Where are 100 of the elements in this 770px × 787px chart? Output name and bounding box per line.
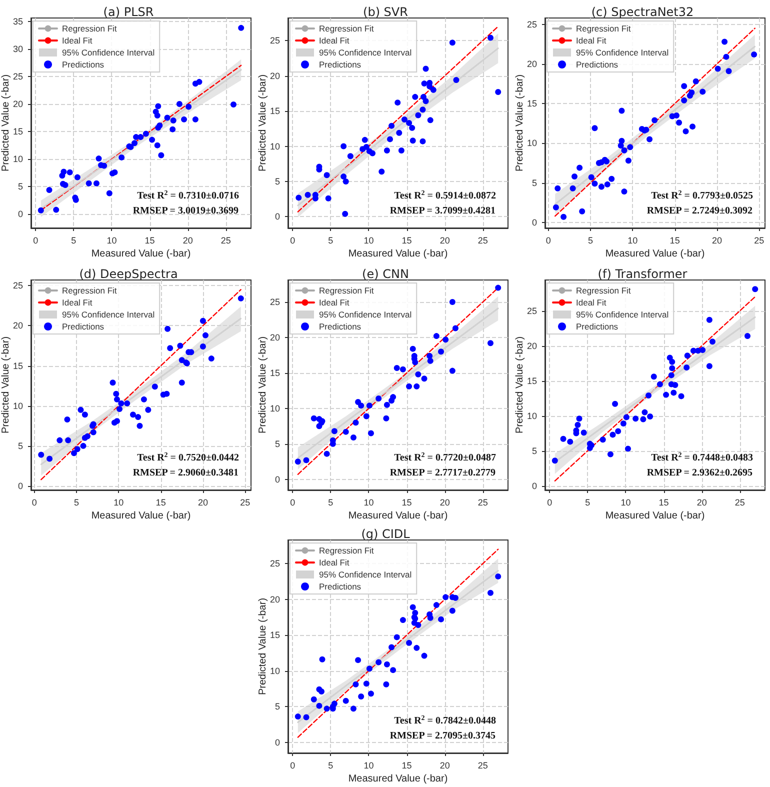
point: [384, 147, 390, 154]
point: [576, 416, 582, 422]
point: [598, 184, 604, 190]
point: [331, 700, 338, 707]
point: [70, 450, 77, 456]
point: [438, 348, 444, 355]
point: [164, 326, 171, 332]
legend-label: 95% Confidence Interval: [319, 570, 412, 580]
point: [415, 112, 422, 118]
point: [350, 434, 356, 440]
x-tick-label: 0: [546, 236, 551, 246]
y-tick-label: 30: [12, 44, 23, 54]
annotation: RMSEP = 2.9060±0.3481: [132, 468, 238, 478]
point: [642, 409, 648, 416]
point: [296, 194, 302, 201]
point: [152, 384, 158, 390]
x-tick-label: 20: [712, 236, 722, 246]
point: [62, 182, 68, 188]
y-tick-label: 20: [270, 332, 280, 342]
point: [579, 208, 586, 214]
point: [342, 428, 349, 435]
y-tick-label: 10: [270, 666, 280, 676]
x-tick-label: 5: [74, 498, 80, 508]
point: [652, 117, 658, 124]
point: [138, 134, 144, 140]
point: [396, 130, 402, 136]
y-axis-title: Predicted Value (-bar): [514, 74, 526, 172]
point: [722, 38, 728, 45]
point: [394, 634, 400, 640]
point: [342, 698, 349, 704]
point: [427, 117, 434, 124]
point: [663, 392, 670, 398]
point: [78, 406, 84, 413]
point: [340, 143, 347, 150]
point: [324, 450, 330, 457]
point: [140, 396, 147, 402]
point: [53, 206, 60, 213]
point: [433, 333, 440, 340]
y-tick-label: 25: [526, 306, 537, 316]
y-tick-label: 5: [18, 182, 23, 192]
point: [136, 422, 143, 429]
point: [554, 185, 561, 192]
point: [74, 174, 80, 180]
point: [145, 406, 152, 413]
point: [682, 128, 689, 134]
point: [294, 714, 301, 720]
point: [726, 68, 732, 74]
legend-label: Predictions: [62, 60, 104, 70]
x-tick-label: 25: [220, 236, 231, 246]
point: [610, 432, 616, 438]
point: [324, 706, 330, 712]
point: [438, 616, 444, 622]
x-axis-title: Measured Value (-bar): [348, 774, 448, 784]
x-tick-label: 5: [328, 498, 334, 508]
point: [567, 438, 574, 445]
point: [238, 295, 244, 302]
point: [574, 422, 581, 428]
point: [66, 169, 73, 176]
point: [406, 640, 412, 646]
point: [751, 51, 758, 58]
point: [592, 180, 598, 187]
y-tick-label: 25: [270, 296, 280, 307]
legend-label: Predictions: [319, 60, 362, 70]
y-tick-label: 0: [532, 480, 537, 491]
x-tick-label: 5: [71, 236, 76, 246]
point: [324, 172, 330, 178]
point: [430, 86, 436, 93]
point: [410, 138, 416, 144]
x-tick-label: 5: [588, 236, 594, 246]
legend-label: 95% Confidence Interval: [62, 310, 155, 320]
point: [646, 136, 653, 142]
y-tick-label: 0: [18, 209, 23, 220]
point: [401, 116, 408, 122]
point: [552, 204, 559, 210]
x-axis-title: Measured Value (-bar): [91, 248, 191, 260]
point: [433, 602, 440, 608]
point: [580, 430, 587, 436]
y-axis-title: Predicted Value (-bar): [258, 336, 268, 434]
point: [200, 344, 206, 350]
legend-label: 95% Confidence Interval: [62, 48, 155, 58]
y-tick-label: 5: [532, 178, 537, 188]
point: [620, 420, 626, 426]
point: [186, 104, 192, 110]
point: [560, 214, 567, 220]
point: [38, 207, 44, 214]
point: [627, 144, 634, 150]
point: [362, 136, 368, 143]
point: [684, 364, 690, 370]
point: [588, 174, 594, 180]
point: [340, 174, 347, 180]
point: [621, 188, 628, 195]
legend-label: Regression Fit: [62, 24, 118, 34]
x-tick-label: 20: [198, 498, 208, 508]
y-tick-label: 20: [526, 340, 537, 351]
point: [114, 396, 120, 402]
point: [358, 694, 364, 700]
point: [363, 413, 370, 420]
y-tick-label: 20: [526, 58, 537, 69]
point: [621, 147, 628, 154]
y-axis-title: Predicted Value (-bar): [258, 598, 268, 696]
